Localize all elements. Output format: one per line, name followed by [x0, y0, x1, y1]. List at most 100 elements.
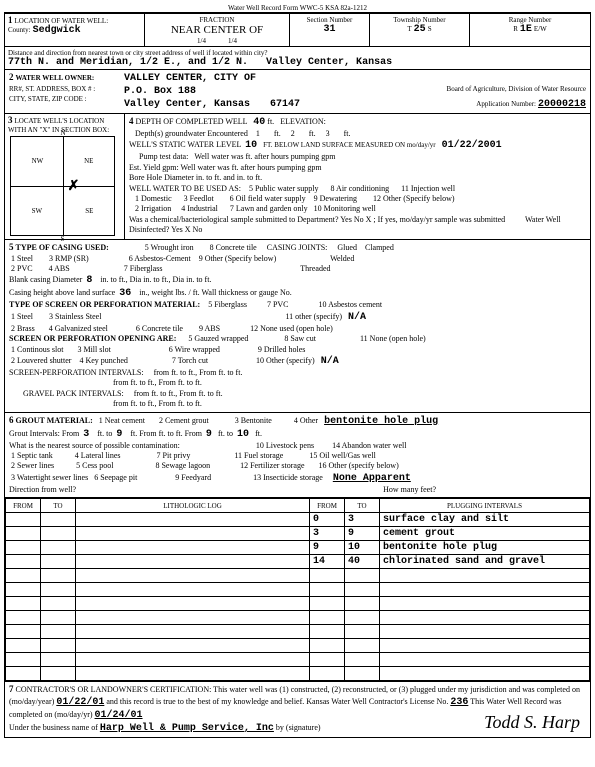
si-line1: from ft. to ft., From ft. to ft. [154, 368, 243, 377]
o4: 4 Key punched [79, 356, 127, 365]
p16: 16 Other (specify below) [319, 461, 399, 470]
gw-ft2: ft. [309, 129, 316, 138]
frac14a: 1/4 [197, 37, 206, 45]
dir-ne: NE [84, 157, 93, 165]
o-na: N/A [321, 356, 339, 367]
range-label: Range Number [509, 16, 552, 24]
contam-label: What is the nearest source of possible c… [9, 441, 180, 450]
sec3-num: 3 [8, 115, 13, 125]
range-value: 1E [520, 24, 532, 35]
sec7-num: 7 [9, 684, 14, 694]
th-to: TO [41, 499, 76, 513]
p2: 2 Sewer lines [11, 461, 54, 470]
s3: 3 Stainless Steel [49, 312, 101, 321]
table-row [6, 639, 590, 653]
p13: 13 Insecticide storage [253, 473, 323, 482]
dir-sw: SW [32, 207, 43, 215]
table-row: 910bentonite hole plug [6, 541, 590, 555]
depth-ft: ft. [267, 117, 274, 126]
screen-title: TYPE OF SCREEN OR PERFORATION MATERIAL: [9, 300, 200, 309]
use-10: 10 Monitoring well [314, 204, 376, 213]
appno-label: Application Number: [476, 100, 536, 108]
o5: 5 Gauzed wrapped [188, 334, 248, 343]
c7: 7 Fiberglass [124, 264, 163, 273]
biz: Harp Well & Pump Service, Inc [100, 723, 274, 734]
use-9: 9 Dewatering [314, 194, 357, 203]
table-row [6, 625, 590, 639]
cert4: Under the business name of [9, 723, 98, 732]
bore-label: Bore Hole Diameter in. to ft. and in. to… [129, 173, 262, 182]
pump-l1: Well water was ft. after hours pumping g… [194, 152, 335, 161]
lic: 236 [450, 697, 468, 708]
s6: 6 Concrete tile [136, 324, 183, 333]
use-3: 3 Feedlot [184, 194, 214, 203]
p6: 6 Seepage pit [94, 473, 137, 482]
o7: 7 Torch cut [172, 356, 208, 365]
dia-label: Blank casing Diameter [9, 275, 82, 284]
fraction-value: NEAR CENTER OF [171, 24, 263, 36]
yield-label: Est. Yield gpm: Well water was ft. after… [129, 163, 322, 172]
g4-val: bentonite hole plug [324, 416, 438, 427]
s2: 2 Brass [11, 324, 35, 333]
dir-n: N [60, 129, 65, 137]
gp-label: GRAVEL PACK INTERVALS: [23, 389, 124, 398]
s4: 4 Galvanized steel [49, 324, 108, 333]
location-diagram: N S NW NE SW SE ✗ [10, 136, 115, 236]
gw-1: 1 [256, 129, 260, 138]
th-log: LITHOLOGIC LOG [76, 499, 310, 513]
section-label: Section Number [307, 16, 353, 24]
o9: 9 Drilled holes [258, 345, 306, 354]
g3: 3 Bentonite [235, 416, 272, 425]
section-value: 31 [323, 24, 335, 35]
dia-value: 8 [86, 275, 92, 286]
swl-unit: FT. BELOW LAND SURFACE MEASURED ON mo/da… [263, 141, 435, 149]
s12: 12 None used (open hole) [250, 324, 333, 333]
range-r: R [513, 25, 518, 33]
use-5: 5 Public water supply [249, 184, 319, 193]
dia-line: in. to ft., Dia in. to ft., Dia in. to f… [100, 275, 211, 284]
table-row [6, 597, 590, 611]
owner-label: WATER WELL OWNER: [16, 74, 95, 82]
c6: 6 Asbestos-Cement [129, 254, 191, 263]
gi-ft: ft. [255, 429, 262, 438]
p11: 11 Fuel storage [234, 451, 283, 460]
s5: 5 Fiberglass [208, 300, 247, 309]
range-ew: E/W [534, 25, 547, 33]
sec2-num: 2 [9, 72, 14, 82]
county-value: Sedgwick [33, 25, 81, 36]
height-value: 36 [119, 288, 131, 299]
sec1-num: 1 [8, 15, 13, 25]
use-7: 7 Lawn and garden only [230, 204, 308, 213]
th-from: FROM [6, 499, 41, 513]
fraction-label: FRACTION [199, 16, 234, 24]
use-6: 6 Oil field water supply [230, 194, 306, 203]
township-t: T [407, 25, 411, 33]
o2: 2 Louvered shutter [11, 356, 71, 365]
gi-to2: 10 [237, 429, 249, 440]
s9: 9 ABS [199, 324, 220, 333]
cert2: and this record is true to the best of m… [106, 697, 448, 706]
c1: 1 Steel [11, 254, 33, 263]
sec6-num: 6 [9, 415, 14, 425]
j-clamped: Clamped [365, 243, 394, 252]
location-label: LOCATION OF WATER WELL: [15, 17, 109, 25]
c8: 8 Concrete tile [210, 243, 257, 252]
use-11: 11 Injection well [401, 184, 455, 193]
table-row [6, 653, 590, 667]
gw-ft3: ft. [344, 129, 351, 138]
th-plug: PLUGGING INTERVALS [380, 499, 590, 513]
th-from2: FROM [310, 499, 345, 513]
township-value: 25 [414, 24, 426, 35]
o6: 6 Wire wrapped [169, 345, 220, 354]
p14: 14 Abandon water well [332, 441, 406, 450]
gw-2: 2 [291, 129, 295, 138]
table-row [6, 583, 590, 597]
th-to2: TO [345, 499, 380, 513]
gi-label: Grout Intervals: From [9, 429, 79, 438]
use-8: 8 Air conditioning [330, 184, 389, 193]
j-threaded: Threaded [300, 264, 330, 273]
c2: 2 PVC [11, 264, 33, 273]
use-2: 2 Irrigation [135, 204, 171, 213]
j-glued: Glued [337, 243, 357, 252]
citystate-label: CITY, STATE, ZIP CODE : [9, 95, 87, 103]
